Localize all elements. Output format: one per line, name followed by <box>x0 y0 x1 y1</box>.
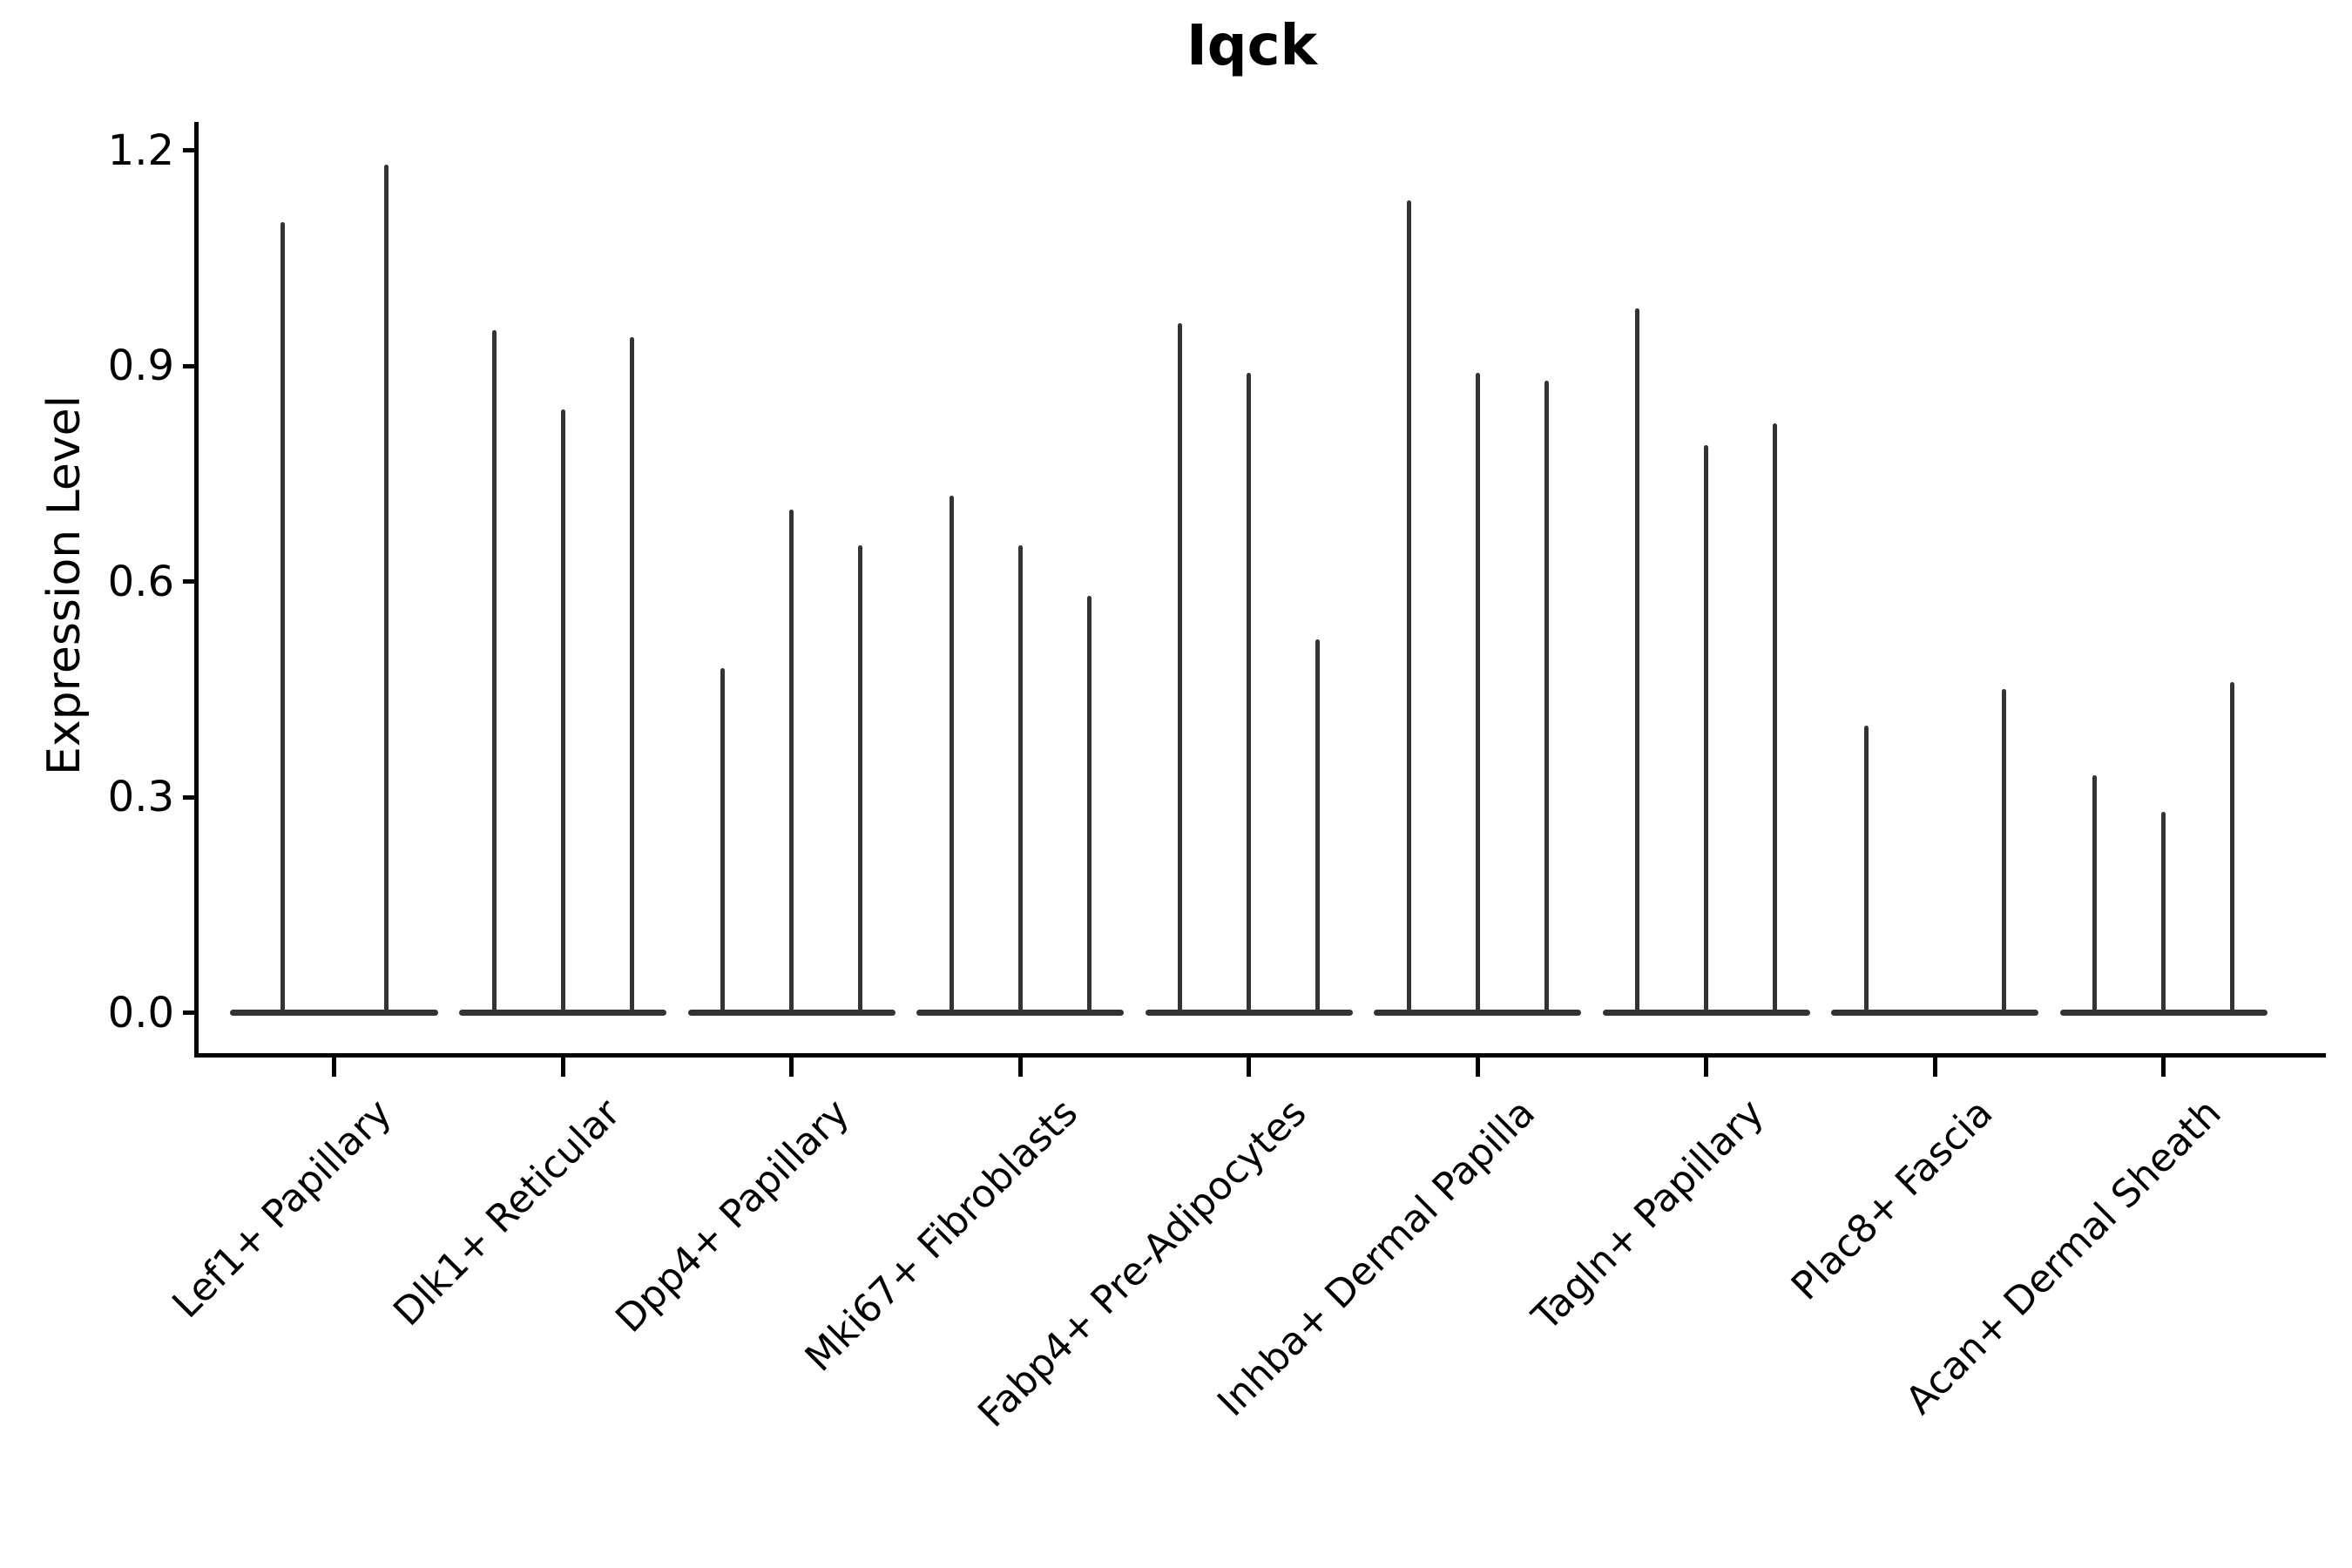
violin-spike <box>1704 444 1708 1013</box>
violin-spike <box>2161 811 2166 1013</box>
x-tick-label: Plac8+ Fascia <box>1782 1091 2002 1309</box>
violin-body <box>1374 1010 1581 1016</box>
violin-spike <box>1773 423 1777 1013</box>
y-tick-label: 1.2 <box>107 125 174 175</box>
x-tick-mark <box>1932 1058 1937 1077</box>
violin-spike <box>1315 639 1320 1013</box>
violin-spike <box>491 329 497 1013</box>
plot-title: Iqck <box>1186 14 1318 78</box>
violin-spike <box>858 545 862 1013</box>
violin-spike <box>1178 322 1182 1013</box>
violin-spike <box>1635 308 1639 1013</box>
x-tick-label: Tagln+ Papillary <box>1524 1091 1773 1340</box>
violin-body <box>459 1010 666 1016</box>
violin-body <box>916 1010 1124 1016</box>
y-tick-label: 0.6 <box>107 557 174 606</box>
x-tick-mark <box>789 1058 794 1077</box>
violin-spike <box>1544 380 1549 1013</box>
x-tick-label: Dlk1+ Reticular <box>385 1091 630 1335</box>
violin-spike <box>2092 775 2097 1013</box>
violin-spike <box>1017 545 1023 1013</box>
violin-spike <box>1086 596 1092 1013</box>
x-tick-mark <box>332 1058 336 1077</box>
x-tick-mark <box>2161 1058 2166 1077</box>
violin-body <box>687 1010 896 1016</box>
violin-spike <box>789 510 794 1013</box>
violin-spike <box>2001 689 2006 1013</box>
violin-body <box>230 1010 438 1016</box>
violin-body <box>1831 1010 2038 1016</box>
y-tick-label: 0.9 <box>107 341 174 390</box>
y-tick-mark <box>183 794 197 800</box>
violin-spike <box>720 667 725 1013</box>
violin-spike <box>1863 725 1869 1013</box>
x-tick-mark <box>1704 1058 1708 1077</box>
violin-body <box>2059 1010 2268 1016</box>
x-tick-label: Dpp4+ Papillary <box>606 1091 858 1342</box>
x-tick-mark <box>1017 1058 1023 1077</box>
x-tick-label: Lef1+ Papillary <box>164 1091 401 1328</box>
violin-spike <box>1247 373 1251 1013</box>
x-axis-line <box>194 1053 2326 1058</box>
y-tick-mark <box>183 363 197 368</box>
y-tick-mark <box>183 148 197 152</box>
y-axis-line <box>194 122 199 1058</box>
violin-spike <box>2230 682 2234 1013</box>
violin-spike <box>1475 373 1480 1013</box>
violin-spike <box>1406 200 1411 1013</box>
violin-spike <box>629 337 634 1013</box>
violin-spike <box>280 222 285 1013</box>
y-axis-label: Expression Level <box>38 395 91 776</box>
x-tick-mark <box>560 1058 565 1077</box>
y-tick-label: 0.3 <box>107 773 174 821</box>
x-tick-mark <box>1247 1058 1251 1077</box>
y-tick-mark <box>183 1010 197 1015</box>
violin-spike <box>560 409 565 1013</box>
x-tick-mark <box>1475 1058 1480 1077</box>
violin-body <box>1145 1010 1353 1016</box>
violin-body <box>1602 1010 1810 1016</box>
y-tick-mark <box>183 579 197 584</box>
violin-spike <box>383 165 389 1013</box>
violin-spike <box>949 495 954 1013</box>
y-tick-label: 0.0 <box>107 988 174 1037</box>
